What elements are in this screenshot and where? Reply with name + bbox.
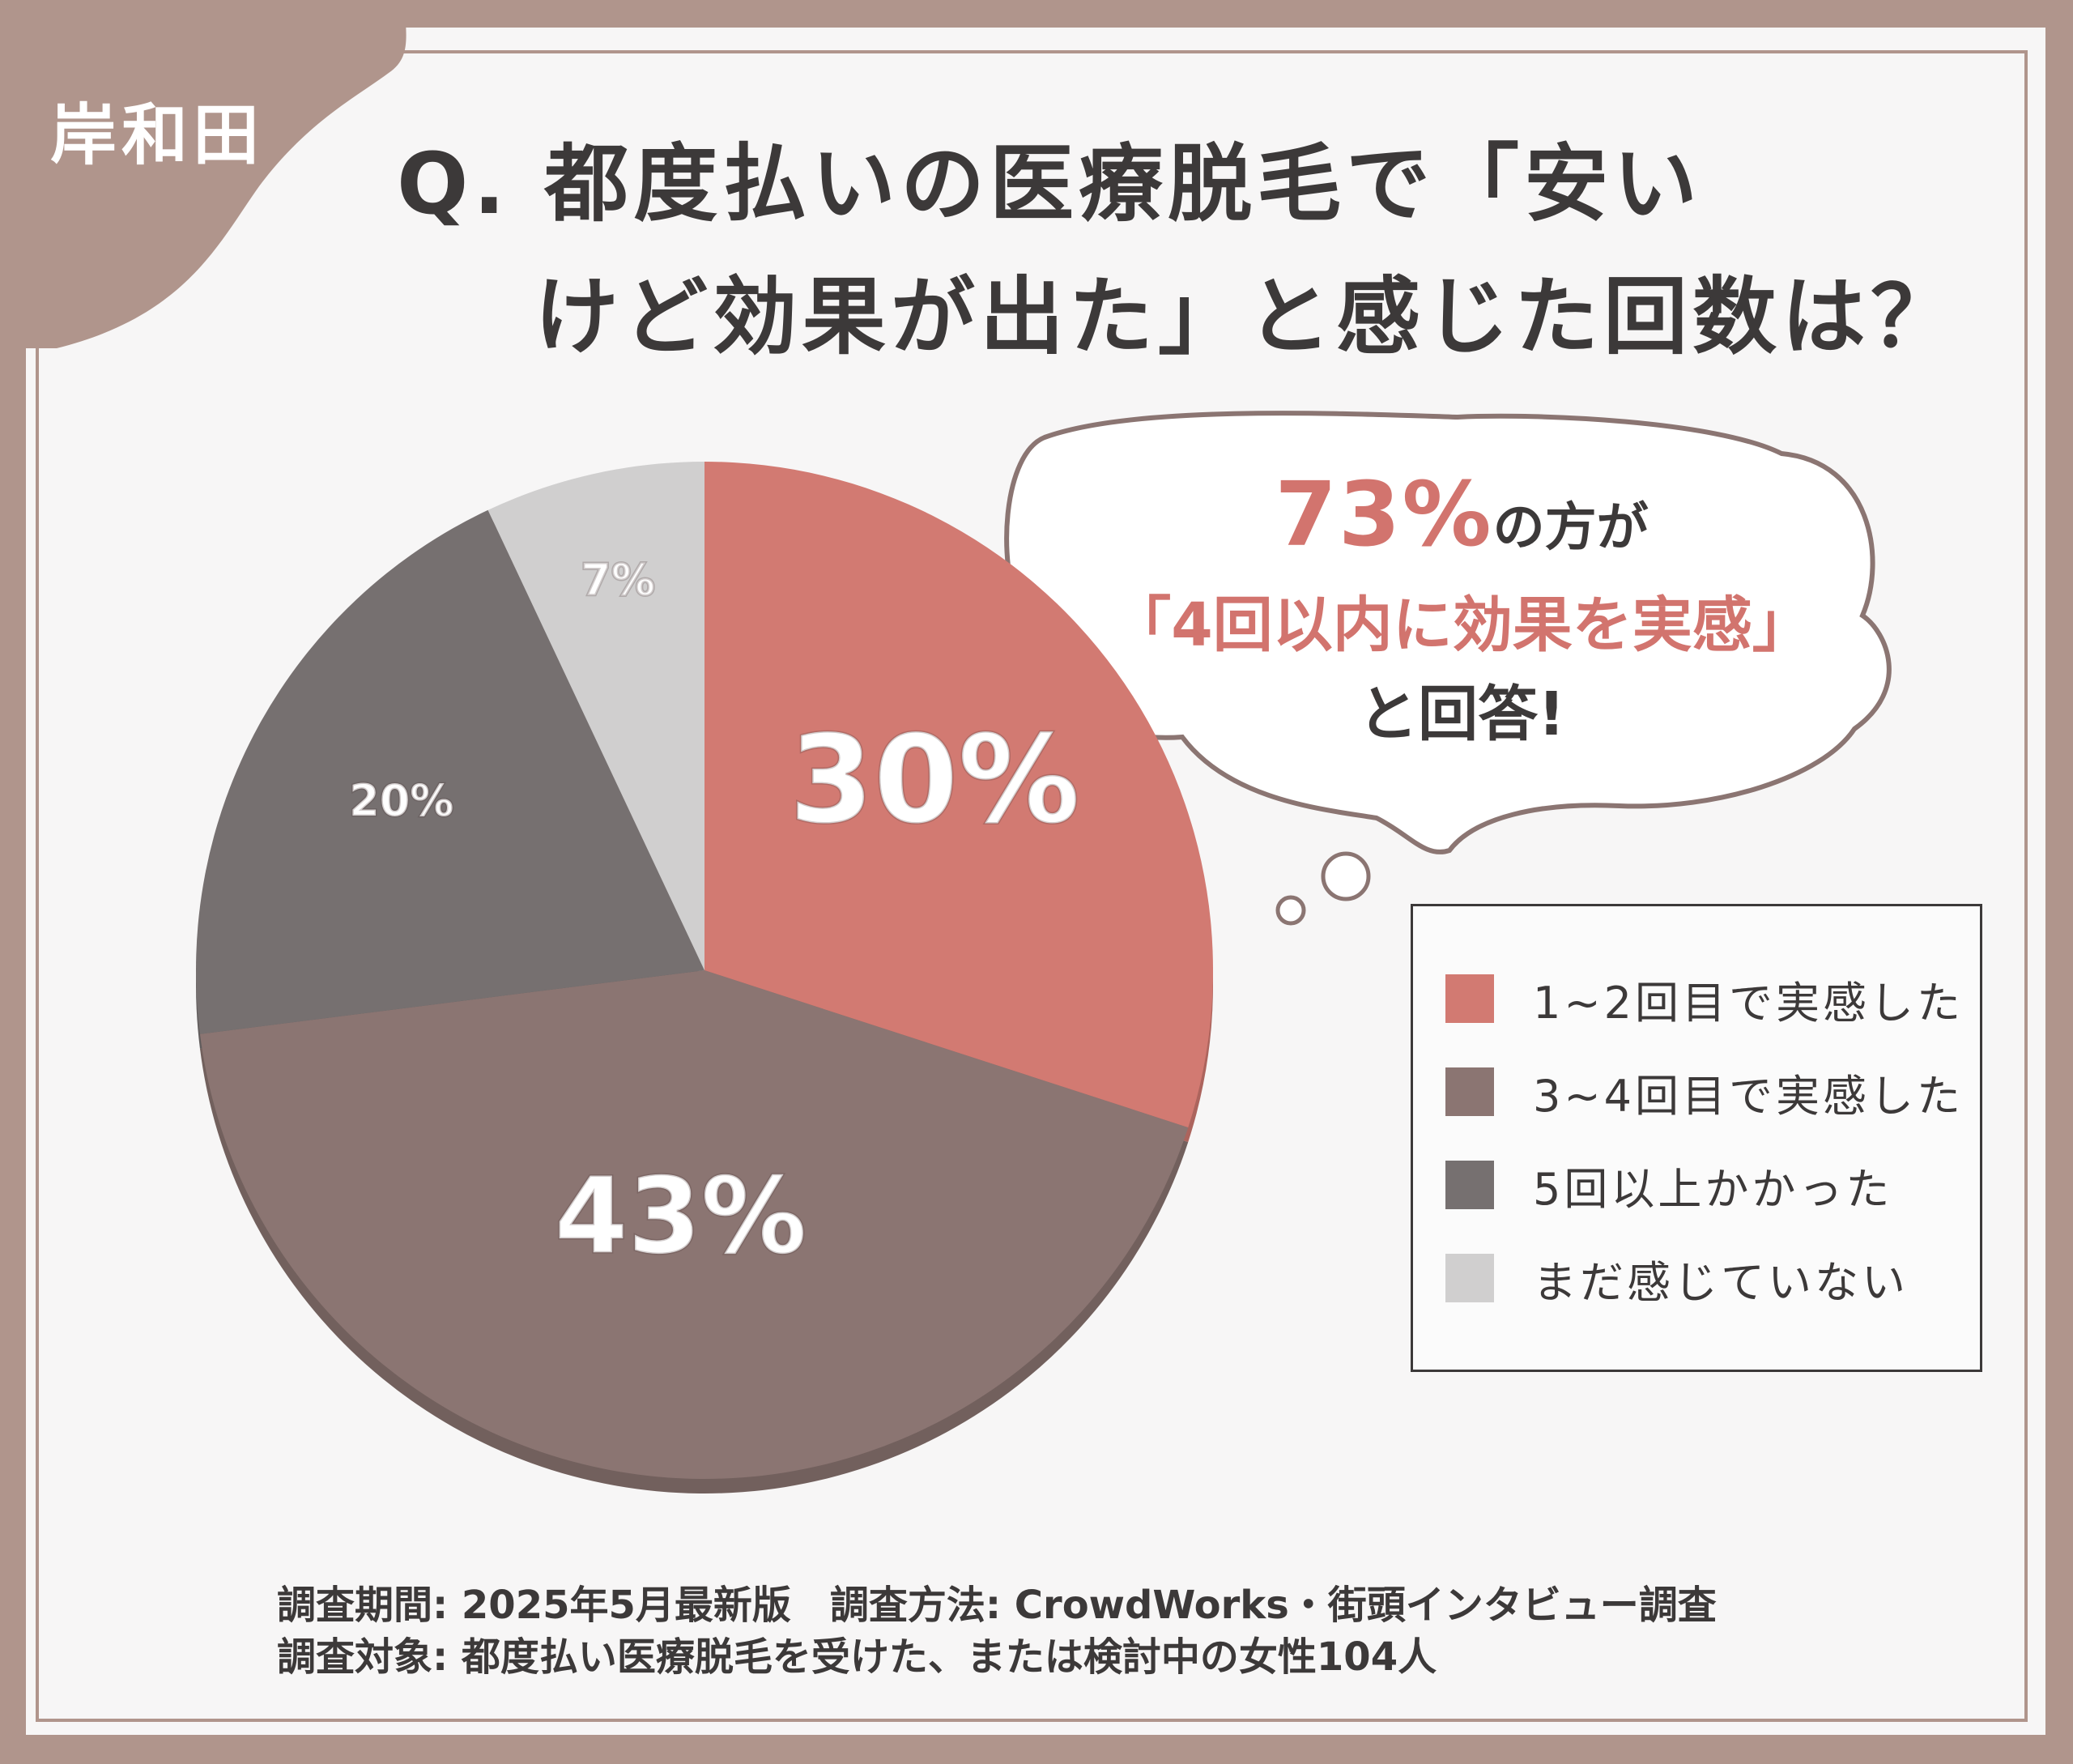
pie-slice	[195, 509, 704, 1034]
location-label: 岸和田	[50, 97, 265, 174]
card-frame	[36, 50, 2028, 1722]
pie-slice	[704, 462, 1214, 1128]
callout-highlight: 73%	[1275, 462, 1493, 566]
pie-slice-label: 20%	[349, 775, 453, 826]
survey-footer: 調査期間: 2025年5月最新版 調査方法: CrowdWorks・街頭インタビ…	[277, 1579, 1717, 1683]
legend-item: 3~4回目で実感した	[1445, 1067, 1964, 1122]
callout-line-3: と回答!	[1358, 680, 1565, 749]
pie-slice	[199, 970, 1189, 1479]
callout-line-1: 73%の方が	[1004, 462, 1919, 581]
callout-text: 73%の方が 「4回以内に効果を実感」 と回答!	[1004, 462, 1919, 759]
legend-label: 1~2回目で実感した	[1533, 977, 1964, 1029]
pie-slice-label: 43%	[555, 1154, 807, 1277]
legend-swatch	[1445, 974, 1494, 1023]
question-line-2: けど効果が出た」と感じた回数は？	[534, 267, 1960, 366]
legend-swatch	[1445, 1161, 1494, 1209]
chart-legend: 1~2回目で実感した 3~4回目で実感した 5回以上かかった まだ感じていない	[1411, 904, 1982, 1372]
question-line-1: Q. 都度払いの医療脱毛で「安い	[397, 134, 1703, 233]
legend-swatch	[1445, 1067, 1494, 1116]
footer-line-2: 調査対象: 都度払い医療脱毛を受けた、または検討中の女性104人	[277, 1634, 1437, 1680]
pie-slice	[487, 462, 704, 970]
legend-swatch	[1445, 1254, 1494, 1302]
callout-line-1-rest: の方が	[1492, 498, 1649, 558]
pie-labels: 30% 43% 20% 7%	[348, 553, 1081, 1279]
pie-slice-label: 7%	[581, 555, 655, 606]
pie-slice-label: 30%	[790, 709, 1080, 850]
legend-label: まだ感じていない	[1533, 1256, 1909, 1308]
legend-item: 5回以上かかった	[1445, 1161, 1892, 1215]
legend-item: 1~2回目で実感した	[1445, 974, 1964, 1029]
corner-tab	[0, 0, 407, 348]
legend-label: 3~4回目で実感した	[1533, 1070, 1964, 1122]
pie-slices	[195, 462, 1214, 1479]
callout-line-2: 「4回以内に効果を実感」	[1111, 590, 1812, 660]
legend-item: まだ感じていない	[1445, 1254, 1909, 1308]
footer-line-1: 調査期間: 2025年5月最新版 調査方法: CrowdWorks・街頭インタビ…	[277, 1583, 1717, 1628]
legend-label: 5回以上かかった	[1533, 1163, 1893, 1215]
question-title: Q. 都度払いの医療脱毛で「安い けど効果が出た」と感じた回数は？	[397, 117, 2016, 383]
